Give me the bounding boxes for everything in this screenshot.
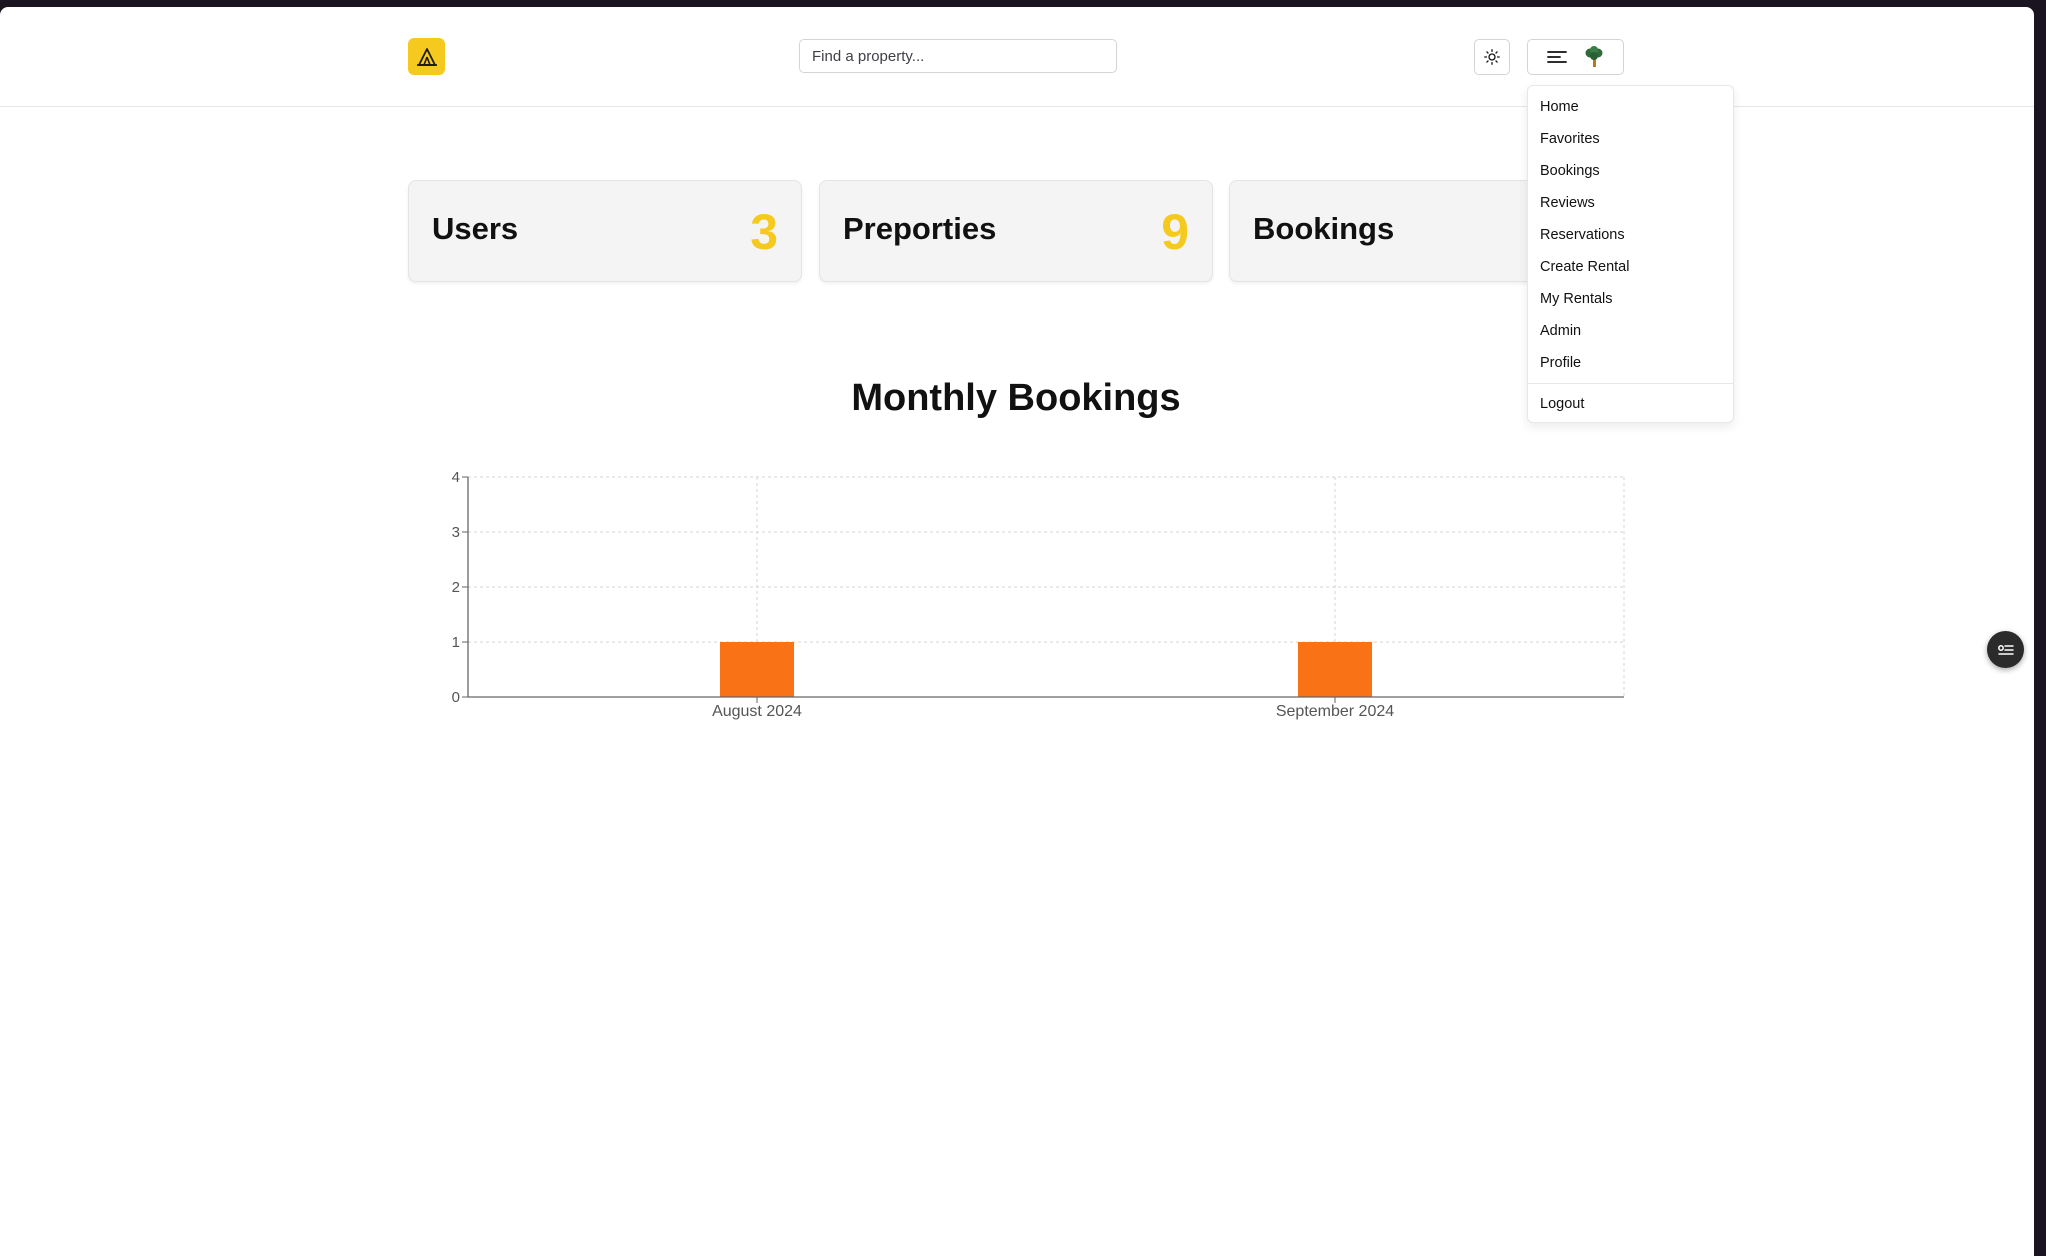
y-tick-label: 1: [452, 634, 460, 651]
app-window: Home Favorites Bookings Reviews Reservations…: [0, 7, 2034, 1256]
stat-card-users: Users 3: [408, 180, 802, 282]
menu-item-my-rentals[interactable]: My Rentals: [1540, 291, 1613, 307]
menu-item-logout[interactable]: Logout: [1540, 396, 1585, 412]
stat-card-label: Bookings: [1253, 211, 1395, 246]
y-tick-label: 2: [452, 579, 460, 596]
navbar: [0, 7, 2034, 107]
menu-item-admin[interactable]: Admin: [1540, 323, 1582, 339]
bar: [720, 642, 794, 697]
search-input[interactable]: [799, 39, 1117, 73]
x-tick-label: August 2024: [712, 703, 802, 720]
menu-item-create-rental[interactable]: Create Rental: [1540, 259, 1630, 275]
list-settings-icon: [1997, 644, 2014, 655]
stat-card-value: 3: [750, 204, 778, 260]
tent-icon[interactable]: [408, 38, 445, 75]
stat-card-value: 9: [1161, 204, 1189, 260]
bar: [1298, 642, 1372, 697]
sun-icon: [1484, 49, 1500, 65]
stat-card-label: Users: [432, 211, 519, 246]
menu-item-favorites[interactable]: Favorites: [1540, 131, 1600, 147]
user-menu-button[interactable]: [1527, 39, 1624, 75]
user-dropdown-menu: Home Favorites Bookings Reviews Reservations…: [1527, 85, 1734, 423]
stat-card-label: Preporties: [843, 211, 997, 246]
menu-item-reviews[interactable]: Reviews: [1540, 195, 1595, 211]
monthly-bookings-chart: 0 1 2 3 4 August 2024 September 2024: [452, 469, 1625, 720]
menu-item-bookings[interactable]: Bookings: [1540, 163, 1600, 179]
menu-lines-icon: [1546, 51, 1567, 63]
tree-avatar-icon: [1585, 46, 1603, 67]
floating-action-button[interactable]: [1987, 631, 2024, 668]
chart-title: Monthly Bookings: [851, 377, 1181, 419]
menu-divider: [1528, 383, 1733, 384]
menu-item-home[interactable]: Home: [1540, 99, 1579, 115]
x-tick-label: September 2024: [1276, 703, 1394, 720]
y-tick-label: 0: [452, 689, 460, 706]
y-tick-label: 3: [452, 524, 460, 541]
theme-toggle-button[interactable]: [1474, 39, 1510, 75]
y-tick-label: 4: [452, 469, 460, 486]
menu-item-profile[interactable]: Profile: [1540, 355, 1582, 371]
menu-item-reservations[interactable]: Reservations: [1540, 227, 1625, 243]
stat-card-properties: Preporties 9: [819, 180, 1213, 282]
